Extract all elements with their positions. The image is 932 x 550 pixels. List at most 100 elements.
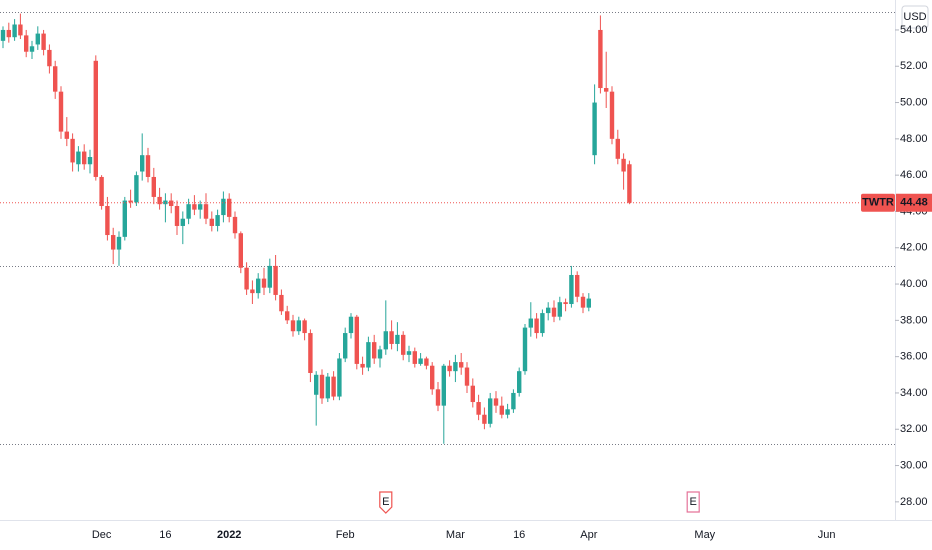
x-tick-label: Jun [818, 529, 836, 541]
y-tick-label: 42.00 [900, 242, 928, 254]
candle-body [12, 24, 17, 38]
candle-body [250, 289, 255, 294]
candle-body [551, 307, 557, 317]
candle-body [337, 358, 342, 397]
candle-body [383, 331, 388, 350]
x-tick-label: 16 [159, 529, 171, 541]
candle-body [575, 274, 580, 297]
candle-body [244, 267, 249, 290]
y-tick-label: 52.00 [900, 60, 928, 72]
candle-body [64, 131, 69, 139]
candle-body [319, 374, 325, 399]
candle-body [598, 29, 603, 89]
candle-body [24, 35, 29, 52]
candle-body [360, 363, 365, 368]
candle-body [18, 24, 23, 36]
earnings-marker[interactable] [379, 491, 393, 514]
candle-body [134, 175, 139, 203]
candle-body [6, 29, 11, 38]
candle-body [279, 294, 284, 312]
candle-body [453, 362, 458, 372]
candle-body [389, 331, 394, 344]
candle-body [169, 200, 174, 207]
candle-body [464, 367, 470, 386]
candle-body [140, 155, 145, 172]
candle-body [186, 204, 191, 219]
candle-body [517, 371, 522, 393]
candle-body [203, 204, 209, 219]
symbol-label: TWTR [862, 197, 894, 209]
y-tick-label: 48.00 [900, 133, 928, 145]
x-tick-label: 16 [513, 529, 525, 541]
candle-body [366, 342, 371, 368]
candle-body [0, 29, 6, 41]
candle-body [261, 278, 267, 288]
candle-body [499, 405, 504, 415]
price-box [896, 193, 932, 212]
candle-body [476, 402, 481, 415]
candle-body [511, 392, 516, 410]
candle-body [447, 365, 452, 372]
candle-body [209, 218, 214, 226]
candle-body [232, 216, 238, 234]
x-tick-label: 2022 [217, 529, 241, 541]
candle-body [87, 156, 93, 165]
candle-body [470, 385, 475, 403]
candle-body [238, 233, 243, 268]
candle-body [308, 333, 313, 373]
candle-body [256, 278, 261, 294]
y-tick-label: 54.00 [900, 24, 928, 36]
candle-body [348, 316, 354, 334]
candle-body [528, 318, 533, 328]
candle-body [221, 198, 226, 216]
candle-body [522, 327, 528, 372]
currency-box[interactable] [901, 5, 929, 29]
earnings-marker[interactable] [686, 491, 700, 513]
candle-body [116, 236, 122, 250]
candle-body [273, 265, 278, 295]
candle-body [325, 376, 330, 399]
x-tick-label: Feb [336, 529, 355, 541]
candle-body [546, 307, 551, 314]
candle-body [615, 138, 620, 159]
candle-body [267, 265, 272, 288]
candle-body [377, 349, 383, 359]
x-tick-label: Mar [446, 529, 465, 541]
candle-body [488, 398, 493, 424]
candle-body [145, 155, 151, 177]
candle-body [290, 320, 296, 332]
candle-body [296, 320, 301, 332]
candle-body [401, 334, 406, 355]
candle-body [627, 164, 632, 203]
candle-body [180, 218, 185, 226]
candle-body [354, 316, 359, 364]
candle-body [99, 176, 104, 207]
candle-body [105, 206, 110, 236]
price-label: 44.48 [900, 197, 928, 209]
candle-body [76, 151, 81, 165]
candle-body [331, 376, 336, 397]
candle-body [372, 342, 377, 359]
candle-body [563, 302, 568, 305]
y-tick-label: 40.00 [900, 278, 928, 290]
candle-body [302, 320, 307, 334]
y-tick-label: 34.00 [900, 387, 928, 399]
candle-body [418, 358, 423, 364]
candle-body [557, 302, 562, 317]
candle-body [430, 365, 435, 390]
candle-body [157, 196, 162, 205]
candle-body [111, 235, 116, 250]
candle-body [592, 102, 597, 156]
candle-body [93, 60, 98, 177]
candle-body [482, 414, 487, 424]
candle-body [314, 374, 319, 395]
candle-body [174, 206, 180, 226]
candle-body [493, 398, 499, 406]
candle-body [459, 362, 464, 368]
candle-body [227, 198, 232, 217]
candle-body [580, 296, 586, 308]
candle-body [505, 409, 510, 415]
candle-body [47, 49, 52, 67]
candle-body [621, 158, 626, 172]
candle-body [70, 138, 75, 163]
